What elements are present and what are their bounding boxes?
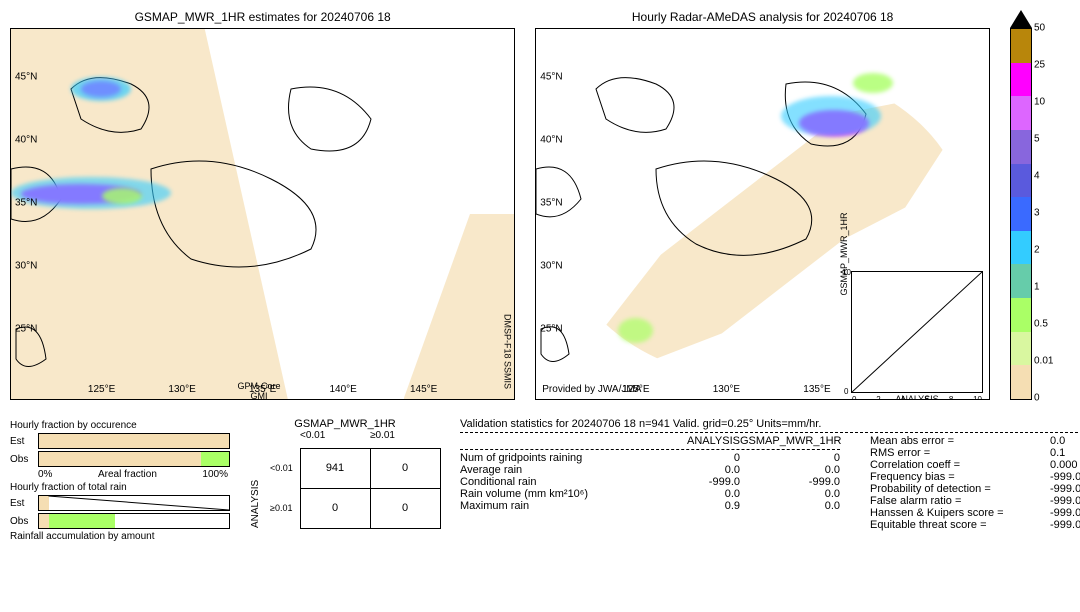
stats-right-table: Mean abs error = 0.0RMS error = 0.1Corre… bbox=[870, 435, 1080, 531]
ct-title: GSMAP_MWR_1HR bbox=[250, 418, 440, 430]
ct-cell: 0 bbox=[370, 448, 441, 489]
bar-total-obs bbox=[38, 513, 230, 529]
frac-title-accum: Rainfall accumulation by amount bbox=[10, 531, 230, 542]
provided-label: Provided by JWA/JMA bbox=[542, 384, 641, 395]
radar-title: Hourly Radar-AMeDAS analysis for 2024070… bbox=[535, 10, 990, 24]
gsmap-map-panel: GSMAP_MWR_1HR estimates for 20240706 18 … bbox=[10, 10, 515, 410]
stats-panel: Validation statistics for 20240706 18 n=… bbox=[460, 418, 1080, 544]
colorbar-segments bbox=[1010, 28, 1032, 400]
contingency-table: GSMAP_MWR_1HR <0.01 ≥0.01 ANALYSIS <0.01… bbox=[250, 418, 440, 544]
stats-left-table: ANALYSIS GSMAP_MWR_1HR Num of gridpoints… bbox=[460, 435, 840, 531]
ct-cell: 0 bbox=[300, 488, 371, 529]
stats-title: Validation statistics for 20240706 18 n=… bbox=[460, 418, 1080, 430]
radar-map: 45°N 40°N 35°N 30°N 25°N 125°E 130°E 135… bbox=[535, 28, 990, 400]
bar-total-est bbox=[38, 495, 230, 511]
bar-occ-est bbox=[38, 433, 230, 449]
sat-label-gmi: GPM-Core GMI bbox=[237, 381, 280, 400]
xtick: 130°E bbox=[713, 384, 740, 395]
ytick: 45°N bbox=[540, 72, 562, 83]
frac-title-occ: Hourly fraction by occurence bbox=[10, 420, 230, 431]
ytick: 35°N bbox=[15, 197, 37, 208]
ytick: 30°N bbox=[15, 260, 37, 271]
bar-occ-obs bbox=[38, 451, 230, 467]
ytick: 40°N bbox=[540, 135, 562, 146]
colorbar: 502510543210.50.010 bbox=[1010, 10, 1070, 400]
xtick: 135°E bbox=[803, 384, 830, 395]
ct-cell: 941 bbox=[300, 448, 371, 489]
rain-blob bbox=[102, 188, 142, 204]
rain-blob bbox=[618, 318, 653, 343]
sat-label-ssmis: DMSP-F18 SSMIS bbox=[502, 314, 512, 389]
fractions-panel: Hourly fraction by occurence Est Obs 0% … bbox=[10, 418, 230, 544]
radar-map-panel: Hourly Radar-AMeDAS analysis for 2024070… bbox=[535, 10, 990, 410]
ytick: 30°N bbox=[540, 260, 562, 271]
xtick: 140°E bbox=[329, 384, 356, 395]
xtick: 145°E bbox=[410, 384, 437, 395]
gsmap-title: GSMAP_MWR_1HR estimates for 20240706 18 bbox=[10, 10, 515, 24]
scatter-inset: GSMAP_MWR_1HR ANALYSIS 10 0 0 2 4 6 8 10 bbox=[851, 271, 983, 393]
ytick: 25°N bbox=[540, 323, 562, 334]
gsmap-map: 45°N 40°N 35°N 30°N 25°N 125°E 130°E 135… bbox=[10, 28, 515, 400]
xtick: 130°E bbox=[168, 384, 195, 395]
ytick: 45°N bbox=[15, 72, 37, 83]
ytick: 35°N bbox=[540, 197, 562, 208]
rain-blob bbox=[781, 96, 881, 136]
ytick: 40°N bbox=[15, 135, 37, 146]
ct-cell: 0 bbox=[370, 488, 441, 529]
frac-title-total: Hourly fraction of total rain bbox=[10, 482, 230, 493]
colorbar-arrow bbox=[1010, 10, 1032, 28]
ytick: 25°N bbox=[15, 323, 37, 334]
inset-ylabel: GSMAP_MWR_1HR bbox=[839, 212, 849, 295]
xtick: 125°E bbox=[88, 384, 115, 395]
